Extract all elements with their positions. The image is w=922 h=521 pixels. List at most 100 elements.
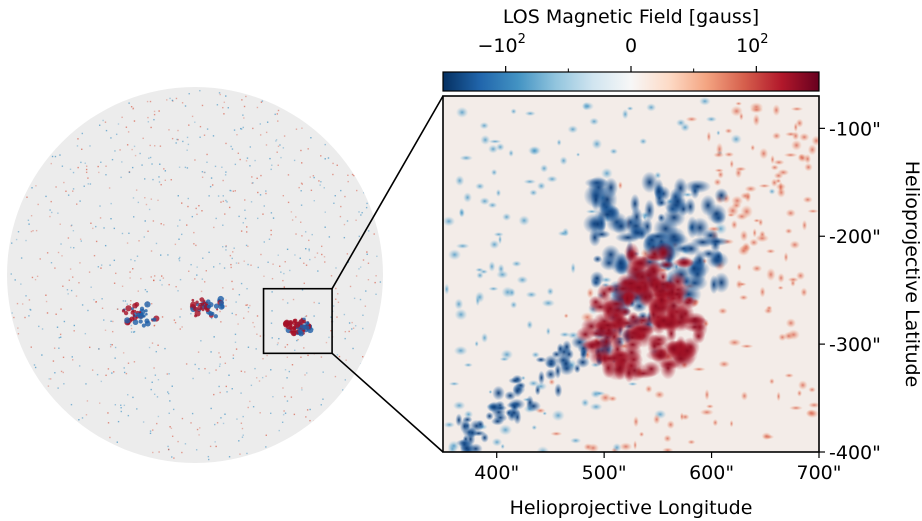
disk-active-region-mark-2 [302,319,306,324]
disk-active-region-mark-1 [197,304,203,311]
disk-speck [246,287,248,290]
disk-speck [199,125,202,128]
disk-speck [175,142,177,144]
disk-speck [51,211,53,214]
disk-speck [229,189,231,192]
disk-speck [61,255,63,257]
disk-speck [225,199,227,202]
network-patch [757,218,764,227]
disk-active-region-mark-0 [121,309,126,313]
network-patch [496,270,509,279]
disk-speck [343,313,346,316]
disk-speck [300,221,302,223]
disk-speck [376,255,378,258]
network-patch [545,327,551,336]
network-patch [740,344,754,349]
disk-speck [225,142,227,145]
disk-speck [177,129,179,132]
disk-speck [319,184,321,186]
disk-speck [266,354,268,357]
disk-active-region-mark-0 [130,307,134,311]
network-patch [510,300,518,309]
network-patch [685,116,698,122]
x-tick-label-2: 600" [689,462,734,484]
disk-speck [169,426,171,428]
disk-speck [226,201,228,203]
network-patch [453,345,468,356]
disk-speck [188,270,190,272]
disk-speck [205,270,207,272]
disk-speck [10,273,12,275]
disk-speck [224,413,226,415]
disk-speck [303,282,305,285]
disk-speck [313,420,315,422]
disk-speck [62,285,64,287]
disk-speck [199,136,201,138]
disk-speck [72,276,74,278]
disk-active-region-mark-0 [138,319,143,324]
network-patch [508,149,514,157]
network-patch [474,291,485,304]
disk-active-region-mark-1 [220,304,225,309]
disk-speck [259,123,261,125]
disk-speck [153,324,156,326]
disk-speck [223,113,225,115]
network-patch-positive [770,154,775,165]
disk-speck [79,262,81,264]
active-region-negative [630,206,643,228]
active-region-negative [645,231,670,242]
disk-speck [179,278,182,281]
disk-speck [147,121,150,123]
network-patch-positive [713,178,722,187]
colorbar-gradient [442,71,820,92]
disk-speck [196,274,198,276]
disk-speck [232,190,235,192]
disk-speck [232,357,235,360]
disk-speck [214,165,217,168]
disk-speck [98,171,100,174]
disk-speck [127,362,130,364]
active-region-positive [604,298,629,309]
disk-speck [130,300,132,302]
disk-speck [134,154,137,157]
network-patch [508,287,516,298]
disk-speck [254,159,256,162]
disk-speck [246,304,249,306]
disk-speck [58,347,60,349]
zoom-magnetogram [443,96,819,452]
disk-speck [250,201,253,203]
disk-speck [290,211,293,213]
disk-speck [230,190,232,192]
disk-speck [156,396,159,398]
disk-speck [265,375,267,377]
disk-active-regions [121,295,314,337]
disk-speck [225,171,227,173]
colorbar-tick-label-2: 102 [736,32,768,57]
disk-speck [34,278,37,281]
disk-speck [325,341,328,344]
disk-speck [29,309,32,311]
disk-speck [95,225,97,228]
network-patch [570,437,582,444]
active-region-negative [713,272,730,294]
disk-speck [59,223,61,225]
disk-speck [301,127,303,129]
network-patch [761,432,772,441]
disk-speck [129,303,132,306]
disk-speck [76,203,78,205]
disk-speck [279,144,281,146]
disk-speck [337,293,339,295]
active-region-positive [622,288,632,309]
disk-speck [351,321,353,324]
disk-speck [140,277,142,280]
network-patch-positive [726,204,739,217]
disk-speck [126,144,129,146]
disk-active-region-mark-0 [144,309,148,313]
disk-speck [30,230,33,233]
disk-speck [60,243,62,245]
disk-speck [201,176,204,178]
disk-speck [41,354,43,356]
disk-speck [117,420,120,423]
disk-speck [225,245,227,247]
disk-speck [54,155,57,158]
